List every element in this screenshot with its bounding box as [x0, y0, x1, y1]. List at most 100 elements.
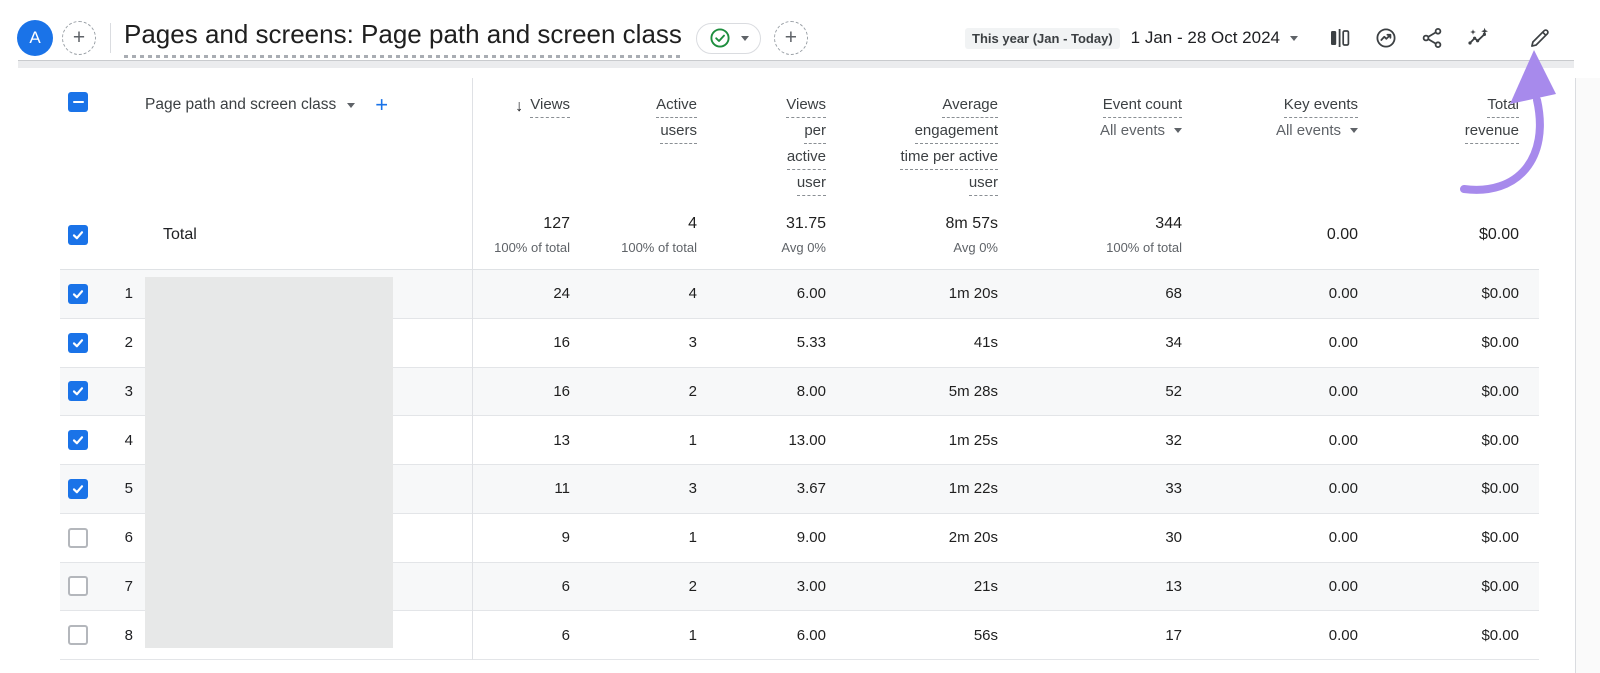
comparison-icon[interactable] — [1328, 26, 1352, 50]
metric-header[interactable]: Total revenue — [1358, 78, 1539, 200]
metric-value-cell: $0.00 — [1481, 480, 1519, 498]
scrolled-panel-edge — [18, 60, 1574, 68]
row-checkbox[interactable] — [68, 625, 88, 646]
date-range[interactable]: 1 Jan - 28 Oct 2024 — [1130, 28, 1280, 47]
total-value: 31.75 — [785, 214, 826, 232]
metric-value-cell: 6 — [561, 626, 570, 644]
metric-header-label: revenue — [1464, 119, 1519, 144]
row-checkbox[interactable] — [68, 527, 88, 548]
chevron-down-icon — [1174, 128, 1182, 133]
metric-value-cell: 5.33 — [796, 334, 826, 352]
metric-value-cell: 0.00 — [1328, 529, 1358, 547]
event-filter-label: All events — [1099, 122, 1165, 139]
avatar[interactable]: A — [17, 20, 53, 56]
metric-header[interactable]: Average engagement time per active user — [826, 78, 998, 200]
metric-value-cell: 0.00 — [1328, 480, 1358, 498]
metric-header[interactable]: Event count All events — [998, 78, 1182, 200]
metric-header[interactable]: Active users — [570, 78, 697, 200]
event-filter-dropdown[interactable]: All events — [1100, 122, 1182, 139]
edit-pencil-icon[interactable] — [1528, 26, 1552, 50]
metric-header-label: per — [804, 119, 826, 144]
share-icon[interactable] — [1420, 26, 1444, 50]
metric-value-cell: $0.00 — [1481, 382, 1519, 400]
report-title[interactable]: Pages and screens: Page path and screen … — [124, 18, 682, 58]
new-page-button[interactable]: + — [62, 21, 96, 55]
row-number: 1 — [124, 285, 133, 303]
metric-header-label: Average — [942, 93, 998, 118]
event-filter-dropdown[interactable]: All events — [1276, 122, 1358, 139]
metric-header-label: time per active — [900, 145, 998, 170]
toolbar-icons — [1328, 26, 1552, 50]
plus-icon: + — [72, 26, 86, 49]
row-number: 2 — [124, 334, 133, 352]
metric-value-cell: 4 — [688, 285, 697, 303]
row-dimension-cell: 5 — [60, 465, 472, 513]
metric-value-cell: 0.00 — [1328, 382, 1358, 400]
metric-value-cell: $0.00 — [1481, 529, 1519, 547]
total-metric-cell: 4 100% of total — [570, 200, 697, 269]
metric-value-cell: 33 — [1165, 480, 1182, 498]
metric-header-label: Active — [656, 93, 697, 118]
table-row: 2 16 3 5.33 41s 34 0.00 $0.00 — [60, 319, 1539, 368]
select-all-checkbox[interactable] — [68, 92, 88, 112]
row-number: 4 — [124, 431, 133, 449]
metric-header[interactable]: ↓ Views — [472, 78, 570, 200]
divider — [110, 23, 111, 53]
metric-header-label: Event count — [1102, 93, 1182, 118]
metric-value-cell: 13 — [553, 431, 570, 449]
chevron-down-icon[interactable] — [1290, 35, 1298, 41]
metric-value-cell: 34 — [1165, 334, 1182, 352]
metric-header-label: user — [796, 171, 826, 196]
row-checkbox[interactable] — [68, 478, 88, 499]
metric-value-cell: 3 — [688, 480, 697, 498]
total-value: 4 — [688, 214, 697, 232]
metric-value-cell: 8.00 — [796, 382, 826, 400]
metric-value-cell: 1 — [688, 626, 697, 644]
total-metric-cell: 344 100% of total — [998, 200, 1182, 269]
row-number: 5 — [124, 480, 133, 498]
metric-header-label: Key events — [1283, 93, 1358, 118]
total-subvalue: 100% of total — [621, 239, 697, 255]
row-checkbox[interactable] — [68, 576, 88, 597]
dimension-selector[interactable]: Page path and screen class + — [145, 94, 388, 116]
total-value: 8m 57s — [945, 214, 998, 232]
metric-header-label: active — [786, 145, 826, 170]
total-metric-cell: 31.75 Avg 0% — [697, 200, 826, 269]
metric-value-cell: 6.00 — [796, 285, 826, 303]
total-metric-cell: 8m 57s Avg 0% — [826, 200, 998, 269]
total-row-checkbox[interactable] — [68, 224, 88, 245]
row-checkbox[interactable] — [68, 283, 88, 304]
column-divider — [472, 78, 473, 660]
metric-header-label: Views — [530, 93, 570, 118]
saved-status-button[interactable] — [695, 22, 761, 54]
metric-value-cell: $0.00 — [1481, 626, 1519, 644]
row-checkbox[interactable] — [68, 381, 88, 402]
metric-header[interactable]: Views per active user — [697, 78, 826, 200]
metric-value-cell: 9.00 — [796, 529, 826, 547]
insights-icon[interactable] — [1374, 26, 1398, 50]
row-dimension-cell: 3 — [60, 368, 472, 416]
row-dimension-cell: 1 — [60, 270, 472, 318]
event-filter-label: All events — [1275, 122, 1341, 139]
add-dimension-icon[interactable]: + — [375, 92, 389, 117]
metric-value-cell: 56s — [973, 626, 998, 644]
metric-value-cell: 16 — [553, 334, 570, 352]
sparkline-insights-icon[interactable] — [1466, 26, 1490, 50]
row-checkbox[interactable] — [68, 332, 88, 353]
metric-header[interactable]: Key events All events — [1182, 78, 1358, 200]
total-row: Total 127 100% of total 4 100% of total 31.7… — [60, 200, 1539, 270]
row-checkbox[interactable] — [68, 430, 88, 451]
metric-value-cell: 11 — [554, 480, 570, 498]
metric-value-cell: 21s — [973, 577, 998, 595]
metric-value-cell: 1 — [688, 431, 697, 449]
metric-value-cell: 1m 25s — [948, 431, 998, 449]
total-metric-cell: 127 100% of total — [472, 200, 570, 269]
right-panel-gutter — [1575, 78, 1600, 673]
metric-value-cell: 0.00 — [1328, 334, 1358, 352]
metric-value-cell: 30 — [1165, 529, 1182, 547]
metric-value-cell: 52 — [1165, 382, 1182, 400]
add-tab-button[interactable]: + — [773, 21, 808, 55]
table-header-row: Page path and screen class + ↓ Views Activ… — [60, 78, 1539, 200]
row-dimension-cell: 2 — [60, 319, 472, 367]
date-preset-chip[interactable]: This year (Jan - Today) — [965, 27, 1120, 49]
